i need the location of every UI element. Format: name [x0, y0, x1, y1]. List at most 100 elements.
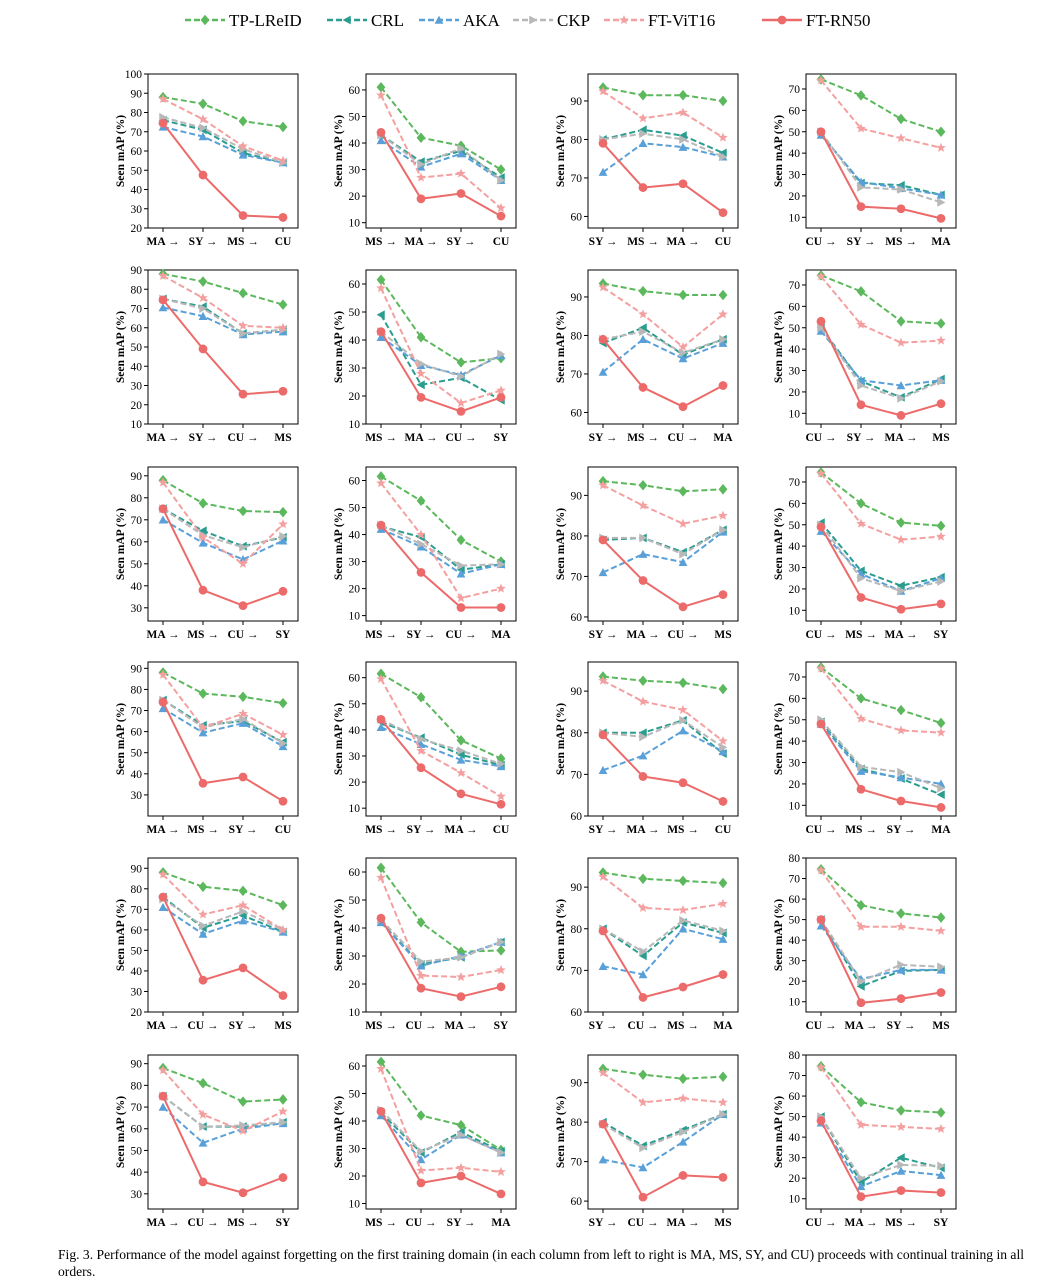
data-point [158, 295, 168, 305]
y-tick-label: 50 [789, 715, 801, 727]
series-line [380, 918, 502, 963]
data-point [678, 677, 688, 689]
series-line [820, 667, 942, 734]
data-point [198, 292, 208, 303]
x-tick-label: SY [276, 629, 291, 641]
series-line [162, 873, 284, 931]
data-point [158, 270, 168, 280]
series-tp-lreid [816, 467, 946, 532]
series-ft-rn50 [598, 334, 728, 412]
series-line [380, 672, 502, 760]
series-line [380, 482, 502, 600]
data-point [936, 1107, 946, 1118]
series-ckp [159, 695, 288, 748]
data-point [198, 344, 208, 354]
series-line [380, 475, 502, 563]
y-tick-label: 40 [131, 769, 143, 781]
series-line [602, 338, 724, 373]
data-point [598, 167, 608, 176]
series-line [162, 896, 284, 997]
data-point [638, 125, 647, 135]
y-tick-label: 10 [131, 419, 143, 431]
data-point [198, 1077, 208, 1089]
x-tick-label: MA [713, 1020, 733, 1032]
series-aka [816, 719, 946, 788]
series-line [602, 875, 724, 912]
subplot-r2-c1: 10 20 30 40 50 60 70 80 90 Seen mAP (%) MA → SY → CU… [115, 265, 299, 444]
y-tick-label: 90 [131, 471, 143, 483]
x-tick-label: MS → [365, 629, 397, 641]
data-point [238, 911, 247, 920]
data-point [719, 334, 728, 344]
series-ft-vit16 [158, 669, 288, 739]
data-point [856, 981, 865, 991]
legend-marker [342, 15, 351, 25]
series-line [602, 919, 724, 953]
y-tick-label: 90 [571, 1078, 583, 1090]
plot-frame [805, 661, 957, 817]
x-tick-label: MA → [667, 1217, 700, 1229]
series-line [820, 131, 942, 204]
series-tp-lreid [816, 270, 946, 329]
series-line [602, 128, 724, 154]
x-tick-label: CU → [228, 629, 259, 641]
x-tick-label: SY → [589, 824, 618, 836]
data-point [678, 142, 688, 151]
data-point [416, 194, 426, 204]
series-line [602, 330, 724, 354]
y-tick-label: 50 [349, 503, 361, 515]
series-ft-rn50 [158, 118, 288, 222]
data-point [896, 517, 906, 528]
data-point [718, 970, 728, 979]
series-aka [598, 138, 728, 176]
y-tick-label: 60 [349, 279, 361, 291]
y-tick-label: 60 [131, 537, 143, 549]
data-point [638, 772, 648, 781]
data-point [678, 778, 688, 788]
series-line [380, 1112, 502, 1154]
series-ft-rn50 [816, 719, 946, 812]
data-point [198, 1109, 208, 1119]
data-point [638, 1069, 648, 1081]
data-point [896, 1105, 906, 1116]
y-tick-label: 80 [571, 531, 583, 543]
data-point [278, 506, 288, 518]
series-line [820, 1120, 942, 1198]
series-aka [376, 135, 506, 184]
data-point [678, 602, 688, 612]
data-point [496, 982, 506, 992]
data-point [198, 778, 208, 788]
caption-label: Fig. 3. [58, 1247, 94, 1262]
data-point [376, 715, 386, 724]
x-tick-label: MA → [147, 824, 180, 836]
y-tick-label: 30 [349, 363, 361, 375]
data-point [936, 912, 946, 923]
legend-entry-ft-vit16: FT-ViT16 [604, 11, 715, 30]
series-ft-vit16 [816, 1062, 946, 1134]
x-tick-label: CU → [228, 432, 259, 444]
data-point [718, 1097, 728, 1107]
data-point [496, 203, 506, 213]
y-tick-label: 80 [789, 1050, 801, 1062]
plot-frame [147, 1054, 299, 1210]
y-axis-label: Seen mAP (%) [555, 899, 567, 971]
x-tick-label: CU → [406, 1020, 437, 1032]
series-line [380, 528, 502, 575]
data-point [199, 123, 208, 133]
x-tick-label: CU → [806, 432, 837, 444]
series-aka [598, 726, 728, 774]
data-point [678, 1137, 688, 1146]
y-tick-label: 10 [349, 611, 361, 623]
data-point [457, 953, 466, 962]
x-tick-label: SY [494, 1020, 509, 1032]
data-point [679, 715, 688, 725]
series-line [162, 1067, 284, 1103]
series-line [380, 330, 502, 378]
y-tick-label: 80 [131, 1080, 143, 1092]
data-point [856, 498, 866, 509]
y-tick-label: 40 [789, 344, 801, 356]
series-crl [816, 129, 945, 200]
series-line [162, 1095, 284, 1128]
series-line [820, 1122, 942, 1188]
series-line [380, 524, 502, 567]
